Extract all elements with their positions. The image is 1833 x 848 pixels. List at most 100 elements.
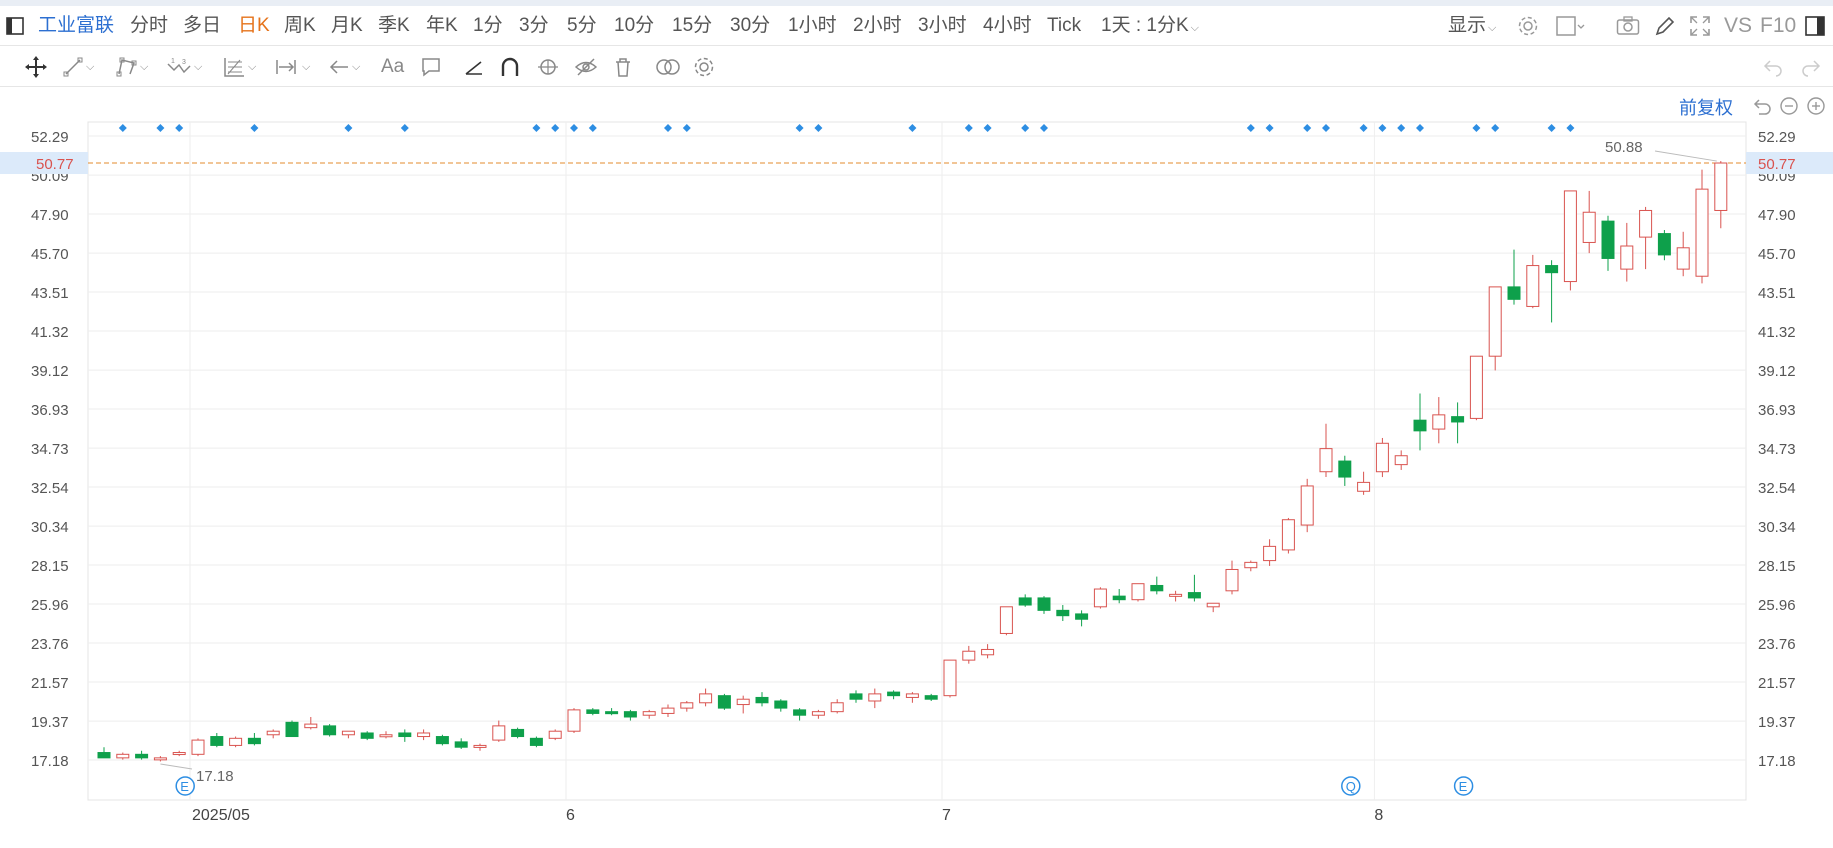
signal-diamond-icon[interactable]: [1547, 124, 1556, 132]
candle-body[interactable]: [1394, 455, 1408, 466]
zoom-out-icon[interactable]: [1779, 86, 1799, 126]
candle-body[interactable]: [868, 693, 882, 702]
period-tab-9[interactable]: 5分: [567, 15, 597, 36]
reset-chart-icon[interactable]: [1753, 86, 1773, 126]
candle-body[interactable]: [943, 659, 957, 697]
candle-body[interactable]: [511, 728, 525, 738]
candle-body[interactable]: [341, 730, 355, 736]
candle-body[interactable]: [1469, 355, 1483, 419]
signal-diamond-icon[interactable]: [1246, 124, 1255, 132]
candle-body[interactable]: [567, 709, 581, 732]
candle-body[interactable]: [323, 725, 337, 736]
sidebar-toggle-icon[interactable]: [6, 6, 24, 46]
candle-body[interactable]: [1507, 286, 1521, 300]
signal-diamond-icon[interactable]: [1359, 124, 1368, 132]
period-tab-5[interactable]: 季K: [378, 15, 410, 36]
candle-body[interactable]: [1263, 545, 1277, 562]
redo-icon[interactable]: [1800, 47, 1822, 87]
candle-body[interactable]: [1225, 568, 1239, 592]
candle-body[interactable]: [774, 700, 788, 709]
period-tab-11[interactable]: 15分: [672, 15, 713, 36]
hide-drawings-icon[interactable]: [574, 47, 598, 87]
candle-body[interactable]: [116, 753, 130, 759]
signal-diamond-icon[interactable]: [250, 124, 259, 132]
period-tab-13[interactable]: 1小时: [788, 15, 837, 36]
price-adjust-button[interactable]: 前复权: [1679, 98, 1733, 118]
signal-diamond-icon[interactable]: [551, 124, 560, 132]
signal-diamond-icon[interactable]: [344, 124, 353, 132]
signal-diamond-icon[interactable]: [588, 124, 597, 132]
period-tab-3[interactable]: 周K: [284, 15, 316, 36]
signal-diamond-icon[interactable]: [1472, 124, 1481, 132]
candle-body[interactable]: [1695, 188, 1709, 277]
undo-icon[interactable]: [1762, 47, 1784, 87]
signal-diamond-icon[interactable]: [964, 124, 973, 132]
candle-body[interactable]: [285, 721, 299, 738]
fibonacci-tool-icon[interactable]: ⌵: [222, 47, 256, 87]
period-tab-0[interactable]: 分时: [130, 15, 169, 36]
candle-body[interactable]: [811, 711, 825, 716]
pencil-icon[interactable]: [1654, 6, 1676, 46]
candle-body[interactable]: [699, 693, 713, 704]
candle-body[interactable]: [999, 606, 1013, 634]
event-marker-icon[interactable]: [1453, 776, 1474, 796]
magnet-icon[interactable]: [499, 47, 521, 87]
candle-body[interactable]: [1319, 448, 1333, 473]
candle-body[interactable]: [981, 648, 995, 656]
compare-icon[interactable]: [654, 47, 682, 87]
candle-body[interactable]: [962, 650, 976, 661]
layout-square-icon[interactable]: [1556, 6, 1586, 46]
display-dropdown[interactable]: 显示 ⌵: [1448, 6, 1496, 46]
polyline-tool-icon[interactable]: ⌵: [116, 47, 148, 87]
candle-body[interactable]: [642, 711, 656, 716]
candle-body[interactable]: [605, 711, 619, 715]
candle-body[interactable]: [905, 693, 919, 698]
signal-diamond-icon[interactable]: [1378, 124, 1387, 132]
candle-body[interactable]: [830, 702, 844, 713]
candle-body[interactable]: [247, 737, 261, 745]
trash-icon[interactable]: [612, 47, 634, 87]
fullscreen-icon[interactable]: [1689, 6, 1711, 46]
candle-body[interactable]: [1187, 592, 1201, 599]
candle-body[interactable]: [1075, 613, 1089, 620]
signal-diamond-icon[interactable]: [664, 124, 672, 132]
settings-gear-icon[interactable]: [1517, 6, 1539, 46]
period-tab-1[interactable]: 多日: [183, 15, 222, 36]
candle-body[interactable]: [586, 709, 600, 714]
comment-tool-icon[interactable]: [420, 47, 442, 87]
signal-diamond-icon[interactable]: [983, 124, 992, 132]
measure-tool-icon[interactable]: ⌵: [274, 47, 310, 87]
panel-toggle-icon[interactable]: [1805, 6, 1825, 46]
candle-body[interactable]: [135, 753, 149, 759]
signal-diamond-icon[interactable]: [1322, 124, 1330, 132]
lock-drawing-icon[interactable]: [536, 47, 560, 87]
candle-body[interactable]: [1150, 584, 1164, 592]
candle-body[interactable]: [793, 709, 807, 716]
candle-body[interactable]: [1338, 460, 1352, 478]
signal-diamond-icon[interactable]: [1491, 124, 1500, 132]
candle-body[interactable]: [379, 734, 393, 738]
signal-diamond-icon[interactable]: [1416, 124, 1424, 132]
candle-body[interactable]: [1300, 485, 1314, 526]
period-tab-14[interactable]: 2小时: [853, 15, 902, 36]
candle-body[interactable]: [1639, 209, 1653, 238]
candle-body[interactable]: [1206, 602, 1220, 608]
candle-body[interactable]: [97, 752, 111, 759]
camera-icon[interactable]: [1616, 6, 1640, 46]
period-tab-6[interactable]: 年K: [426, 15, 458, 36]
candle-body[interactable]: [360, 732, 374, 739]
candle-body[interactable]: [661, 707, 675, 714]
candle-body[interactable]: [736, 698, 750, 706]
f10-button[interactable]: F10: [1760, 14, 1797, 37]
signal-diamond-icon[interactable]: [400, 124, 409, 132]
candle-body[interactable]: [1112, 595, 1126, 601]
candle-body[interactable]: [417, 732, 431, 738]
candle-body[interactable]: [529, 737, 543, 746]
signal-diamond-icon[interactable]: [814, 124, 823, 132]
candle-body[interactable]: [548, 730, 562, 739]
signal-diamond-icon[interactable]: [532, 124, 541, 132]
candle-body[interactable]: [266, 730, 280, 736]
stock-name[interactable]: 工业富联: [38, 15, 115, 36]
candle-body[interactable]: [1244, 561, 1258, 569]
